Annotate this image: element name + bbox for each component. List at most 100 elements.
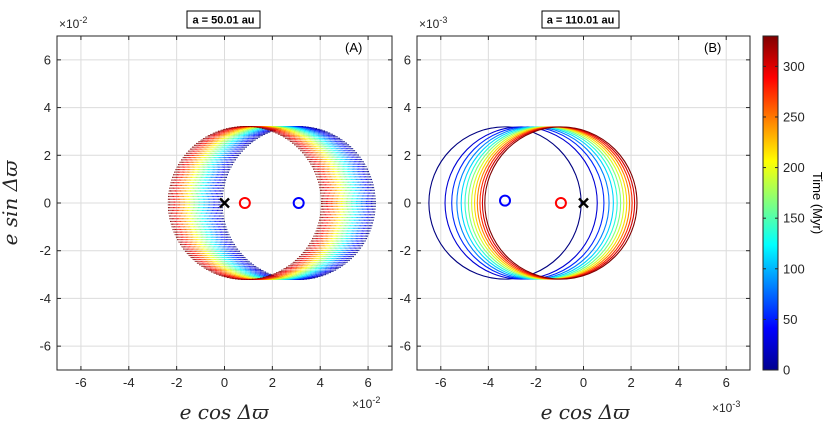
panel-a-y-tick-label: 4 [44,100,51,115]
panel-b-y-tick-label: 0 [404,196,411,211]
panel-b-title: a = 110.01 au [547,15,615,27]
panel-a-trajectory-ring [175,125,330,281]
colorbar-ticks: 0 50 100 150 200 250 300 [763,59,805,378]
panel-a-y-tick-label: -2 [39,243,51,258]
panel-b-y-tick-label: -6 [399,339,411,354]
panel-a-trajectory-ring [179,125,334,281]
panel-a-trajectory-ring [196,125,351,281]
panel-b-y-tick-label: 4 [404,100,411,115]
panel-a-trajectory-ring [205,125,360,281]
panel-a-y-tick-label: 6 [44,52,51,67]
panel-a-trajectory-ring [199,125,354,281]
panel-a-trajectory-ring [172,125,327,281]
panel-b-trajectory-ring [428,126,582,280]
panel-b-x-tick-label: 4 [675,375,682,390]
panel-a-trajectory-ring [184,125,339,281]
panel-a-x-tick-label: 0 [221,375,228,390]
panel-a-trajectory-ring [204,125,359,281]
panel-a-trajectory-ring [207,125,362,281]
panel-a-markers [219,197,305,209]
panel-a-trajectory-ring [181,125,336,281]
panel-b-x-tick-label: -6 [435,375,447,390]
panel-b-ticks: -6 -4 -2 0 2 4 6 -6 -4 -2 0 2 4 6 [399,36,750,390]
panel-a-y-tick-label: -6 [39,339,51,354]
panel-b-trajectory [428,126,638,280]
panel-a-trajectory-ring [217,125,372,281]
panel-b-y-tick-label: -2 [399,243,411,258]
colorbar-tick-label: 250 [783,109,805,124]
colorbar: 0 50 100 150 200 250 300 Time (Myr) [762,35,825,378]
panel-a-x-marker-stroke [219,197,230,209]
panel-a-x-axis-label: e cos Δϖ [180,400,270,424]
panel-a-x-tick-label: 2 [269,375,276,390]
panel-b-x-tick-label: 6 [723,375,730,390]
panel-b-x-marker-stroke [578,197,589,209]
panel-a-label: (A) [345,40,362,55]
panel-a-y-tick-label: 2 [44,148,51,163]
panel-b-circle-marker [554,197,567,209]
colorbar-tick-label: 50 [783,312,797,327]
panel-b-y-tick-label: 2 [404,148,411,163]
colorbar-tick-label: 150 [783,211,805,226]
panel-a-x-tick-label: -2 [171,375,183,390]
panel-a-trajectory-ring [201,125,356,281]
panel-b-title-box [541,10,620,29]
panel-a-trajectory-ring [219,125,374,281]
panel-a-trajectory-ring [192,125,347,281]
panel-a-y-multiplier: ×10-2 [59,15,87,31]
colorbar-tick-label: 300 [783,59,805,74]
panel-a-trajectory-ring [190,125,345,281]
panel-b-x-multiplier: ×10-3 [712,399,740,415]
panel-a-x-tick-label: 6 [364,375,371,390]
panel-b-x-tick-label: -4 [483,375,495,390]
panel-b-circle-marker [499,194,512,207]
panel-a-circle-marker [292,197,305,209]
panel-b-label: (B) [704,40,721,55]
panel-a-trajectory-ring [170,125,325,281]
panel-a-trajectory-ring [177,125,332,281]
panel-a-trajectory-ring [186,125,341,281]
panel-a-y-tick-label: 0 [44,196,51,211]
panel-b-x-marker [578,197,589,209]
panel-a-trajectory-ring [221,125,376,281]
panel-a-trajectory-ring [197,125,352,281]
panel-a-trajectory-ring [215,125,370,281]
colorbar-tick-label: 0 [783,363,790,378]
panel-a-trajectory-ring [174,125,329,281]
panel-a-trajectory-ring [187,125,342,281]
panel-a-trajectory-ring [185,125,340,281]
panel-a-trajectory-ring [210,125,365,281]
panel-a-trajectory-ring [212,125,367,281]
panel-a-x-marker [219,197,230,209]
panel-b: -6 -4 -2 0 2 4 6 -6 -4 -2 0 2 4 6 (B) a = 110.01 au ×… [399,10,751,424]
panel-a-trajectory-ring [180,125,335,281]
colorbar-tick-label: 100 [783,261,805,276]
panel-a-x-tick-label: -6 [75,375,87,390]
panel-b-x-axis-label: e cos Δϖ [541,400,631,424]
panel-a-trajectory-ring [200,125,355,281]
panel-b-trajectory-ring [484,126,638,280]
colorbar-tick-label: 200 [783,160,805,175]
panel-b-x-tick-label: -2 [530,375,542,390]
panel-b-y-tick-label: 6 [404,52,411,67]
panel-a-trajectory-ring [216,125,371,281]
panel-a-trajectory-ring [167,125,322,281]
panel-b-x-tick-label: 2 [627,375,634,390]
panel-b-x-tick-label: 0 [580,375,587,390]
panel-a-trajectory-ring [191,125,346,281]
panel-a-trajectory-ring [195,125,350,281]
panel-a-trajectory-ring [202,125,357,281]
panel-a-trajectory [167,125,376,281]
panel-b-grid [417,36,750,370]
panel-a-trajectory-ring [209,125,364,281]
panel-a-y-tick-label: -4 [39,291,51,306]
panel-a-trajectory-ring [220,125,375,281]
panel-a-trajectory-ring [211,125,366,281]
panel-a-trajectory-ring [182,125,337,281]
panel-a-trajectory-ring [171,125,326,281]
panel-a-trajectory-ring [214,125,369,281]
colorbar-gradient [762,35,779,371]
colorbar-label: Time (Myr) [810,172,825,234]
panel-a-circle-marker [238,197,251,209]
